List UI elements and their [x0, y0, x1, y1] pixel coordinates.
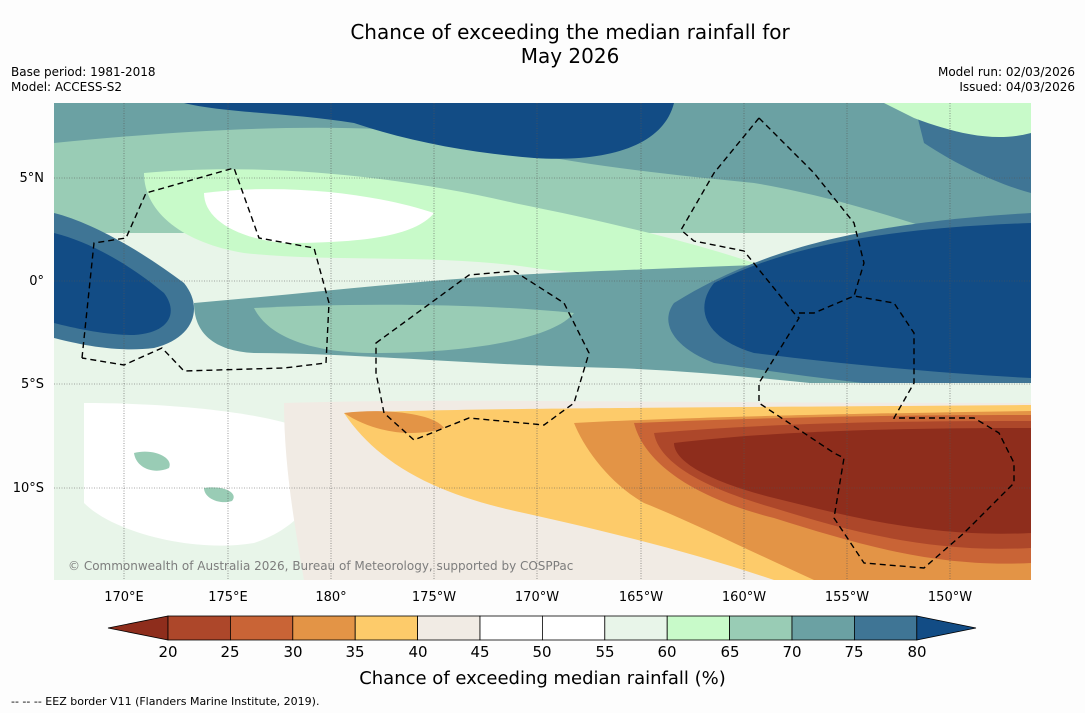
model-name: Model: ACCESS-S2 — [11, 80, 123, 94]
cb-tick-75: 75 — [844, 643, 864, 661]
lon-label-150w: 150°W — [927, 590, 973, 605]
cb-tick-50: 50 — [532, 643, 552, 661]
eez-kiribati-line-north — [758, 117, 865, 314]
colorbar — [107, 615, 977, 641]
band-white-southwest — [84, 403, 322, 546]
meta-right: Model run: 02/03/2026 Issued: 04/03/2026 — [938, 65, 1075, 95]
cb-tick-25: 25 — [220, 643, 240, 661]
copyright-notice: © Commonwealth of Australia 2026, Bureau… — [68, 559, 574, 573]
lat-label-5s: 5°S — [20, 377, 44, 392]
colorbar-bin-30-35 — [292, 615, 356, 641]
lon-label-165w: 165°W — [618, 590, 664, 605]
band-green-patches — [134, 451, 234, 503]
colorbar-arrow-low — [107, 615, 169, 641]
colorbar-bin-35-40 — [354, 615, 418, 641]
colorbar-bin-70-75 — [791, 615, 855, 641]
map-title: Chance of exceeding the median rainfall … — [0, 20, 1085, 68]
model-run: Model run: 02/03/2026 — [937, 65, 1075, 79]
colorbar-label: Chance of exceeding median rainfall (%) — [359, 668, 726, 689]
lon-label-170e: 170°E — [104, 590, 144, 605]
band-deepnavy-west — [54, 233, 171, 335]
title-line-2: May 2026 — [520, 44, 620, 68]
lon-label-180: 180° — [315, 590, 347, 605]
colorbar-bin-20-25 — [167, 615, 231, 641]
grid-lines — [54, 103, 1031, 580]
colorbar-bin-75-80 — [854, 615, 918, 641]
cb-tick-30: 30 — [283, 643, 303, 661]
cb-tick-40: 40 — [408, 643, 428, 661]
colorbar-bin-25-30 — [229, 615, 294, 641]
eez-borders — [81, 117, 1015, 569]
base-period: Base period: 1981-2018 — [11, 65, 156, 79]
rainfall-map — [54, 103, 1031, 580]
lon-label-175e: 175°E — [208, 590, 248, 605]
title-line-1: Chance of exceeding the median rainfall … — [350, 20, 790, 44]
map-canvas — [54, 103, 1031, 580]
eez-kiribati-phoenix — [375, 270, 590, 441]
cb-tick-55: 55 — [595, 643, 615, 661]
colorbar-bin-65-70 — [729, 615, 793, 641]
colorbar-bin-50-55 — [541, 615, 606, 641]
lat-label-10s: 10°S — [12, 481, 44, 496]
eez-footnote: -- -- -- EEZ border V11 (Flanders Marine… — [11, 695, 320, 708]
issued-date: Issued: 04/03/2026 — [959, 80, 1075, 94]
meta-left: Base period: 1981-2018 Model: ACCESS-S2 — [11, 65, 156, 95]
band-navy-north — [184, 103, 674, 159]
colorbar-bin-45-50 — [479, 615, 543, 641]
band-white-central — [204, 189, 434, 243]
colorbar-bin-60-65 — [666, 615, 731, 641]
lon-label-175w: 175°W — [411, 590, 457, 605]
cb-tick-65: 65 — [720, 643, 740, 661]
cb-tick-20: 20 — [158, 643, 178, 661]
lon-label-155w: 155°W — [824, 590, 870, 605]
band-darkteal-north — [54, 103, 1031, 253]
cb-tick-80: 80 — [907, 643, 927, 661]
lon-label-170w: 170°W — [514, 590, 560, 605]
cb-tick-70: 70 — [782, 643, 802, 661]
colorbar-bin-55-60 — [604, 615, 668, 641]
band-lightgreen-ne — [884, 103, 1031, 138]
eez-kiribati-gilbert — [81, 167, 330, 372]
lat-label-5n: 5°N — [19, 171, 45, 186]
band-navy-east — [704, 223, 1031, 378]
lat-label-0: 0° — [29, 274, 44, 289]
colorbar-bin-40-45 — [417, 615, 481, 641]
cb-tick-35: 35 — [345, 643, 365, 661]
cb-tick-60: 60 — [657, 643, 677, 661]
colorbar-arrow-high — [916, 615, 977, 641]
band-darkred-south — [674, 428, 1031, 534]
cb-tick-45: 45 — [470, 643, 490, 661]
band-lightgreen-equator — [254, 304, 574, 353]
lon-label-160w: 160°W — [721, 590, 767, 605]
